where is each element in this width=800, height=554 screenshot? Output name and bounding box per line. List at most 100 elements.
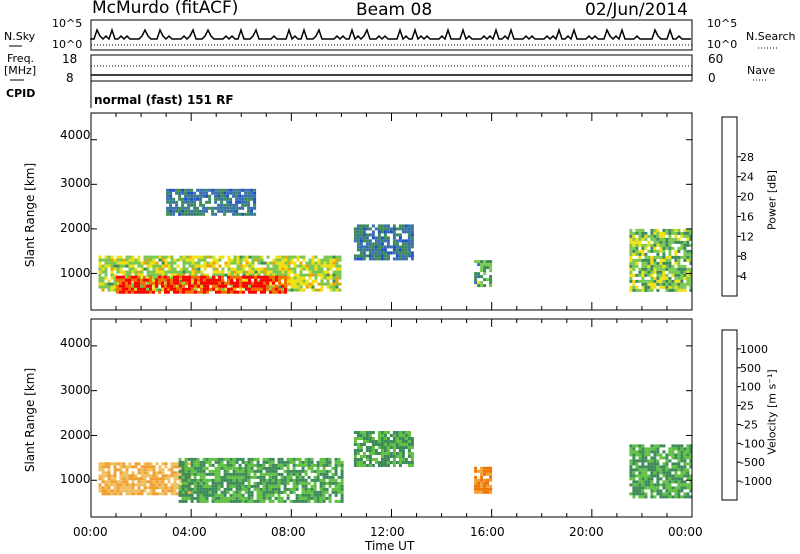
echo-cell: [187, 194, 191, 198]
echo-cell: [268, 499, 272, 503]
echo-cell: [281, 273, 285, 277]
echo-cell: [176, 285, 180, 289]
echo-cell: [113, 489, 117, 493]
echo-cell: [680, 273, 684, 277]
echo-cell: [272, 290, 275, 294]
echo-cell: [353, 233, 357, 237]
echo-cell: [197, 278, 200, 282]
echo-cell: [187, 191, 191, 195]
echo-cell: [202, 472, 206, 476]
echo-cell: [179, 279, 183, 283]
echo-cell: [220, 493, 224, 497]
echo-cell: [337, 457, 341, 461]
echo-cell: [190, 478, 194, 482]
echo-cell: [271, 481, 275, 485]
echo-cell: [301, 499, 305, 503]
echo-cell: [371, 437, 375, 440]
echo-cell: [187, 206, 191, 210]
echo-cell: [283, 499, 287, 503]
echo-cell: [486, 478, 490, 482]
echo-cell: [377, 431, 381, 434]
echo-cell: [266, 255, 270, 259]
echo-cell: [215, 261, 219, 265]
echo-cell: [137, 275, 140, 279]
echo-cell: [368, 227, 372, 231]
echo-cell: [262, 472, 266, 476]
echo-cell: [193, 463, 197, 467]
echo-cell: [653, 489, 657, 493]
echo-cell: [199, 472, 203, 476]
echo-cell: [292, 463, 296, 467]
echo-cell: [398, 452, 402, 455]
echo-cell: [638, 228, 642, 232]
echo-cell: [164, 287, 167, 291]
echo-cell: [683, 228, 687, 232]
echo-cell: [107, 279, 111, 283]
echo-cell: [650, 237, 654, 241]
echo-cell: [220, 197, 224, 201]
echo-cell: [101, 462, 105, 466]
echo-cell: [202, 466, 206, 470]
echo-cell: [104, 255, 108, 259]
echo-cell: [404, 446, 408, 449]
echo-cell: [266, 281, 269, 285]
echo-cell: [176, 287, 179, 291]
echo-cell: [119, 270, 123, 274]
echo-cell: [662, 462, 666, 466]
echo-cell: [158, 255, 162, 259]
echo-cell: [113, 465, 117, 469]
echo-cell: [335, 273, 339, 277]
echo-cell: [176, 278, 179, 282]
echo-cell: [644, 495, 648, 499]
echo-cell: [371, 224, 375, 228]
echo-cell: [137, 480, 141, 484]
xtick-1200: 12:00: [370, 525, 405, 539]
echo-cell: [647, 267, 651, 271]
echo-cell: [211, 212, 215, 216]
echo-cell: [650, 234, 654, 238]
echo-cell: [209, 287, 212, 291]
echo-cell: [164, 275, 167, 279]
echo-cell: [340, 469, 344, 473]
echo-cell: [250, 191, 254, 195]
echo-cell: [220, 200, 224, 204]
echo-cell: [310, 463, 314, 467]
echo-cell: [671, 468, 675, 472]
echo-cell: [395, 431, 399, 434]
echo-cell: [668, 477, 672, 481]
echo-cell: [659, 276, 663, 280]
echo-cell: [143, 480, 147, 484]
echo-cell: [632, 240, 636, 244]
nave-tick-low: 0: [708, 71, 716, 85]
echo-cell: [317, 270, 321, 274]
echo-cell: [253, 499, 257, 503]
echo-cell: [647, 234, 651, 238]
xtick-2400: 00:00: [668, 525, 703, 539]
echo-cell: [337, 487, 341, 491]
echo-cell: [368, 248, 372, 252]
echo-cell: [131, 267, 135, 271]
echo-cell: [131, 465, 135, 469]
echo-cell: [641, 453, 645, 457]
echo-cell: [290, 267, 294, 271]
echo-cell: [480, 475, 484, 479]
echo-cell: [187, 475, 191, 479]
echo-cell: [220, 460, 224, 464]
echo-cell: [137, 281, 140, 285]
echo-cell: [668, 276, 672, 280]
echo-cell: [632, 249, 636, 253]
echo-cell: [656, 459, 660, 463]
nsearch-tick-high: 10^5: [707, 17, 738, 30]
echo-cell: [193, 490, 197, 494]
echo-cell: [196, 463, 200, 467]
echo-cell: [668, 234, 672, 238]
echo-cell: [340, 460, 344, 464]
echo-cell: [214, 478, 218, 482]
echo-cell: [383, 431, 387, 434]
echo-cell: [644, 459, 648, 463]
echo-cell: [331, 490, 335, 494]
echo-cell: [392, 461, 396, 464]
echo-cell: [238, 212, 242, 216]
echo-cell: [284, 275, 287, 279]
echo-cell: [671, 237, 675, 241]
